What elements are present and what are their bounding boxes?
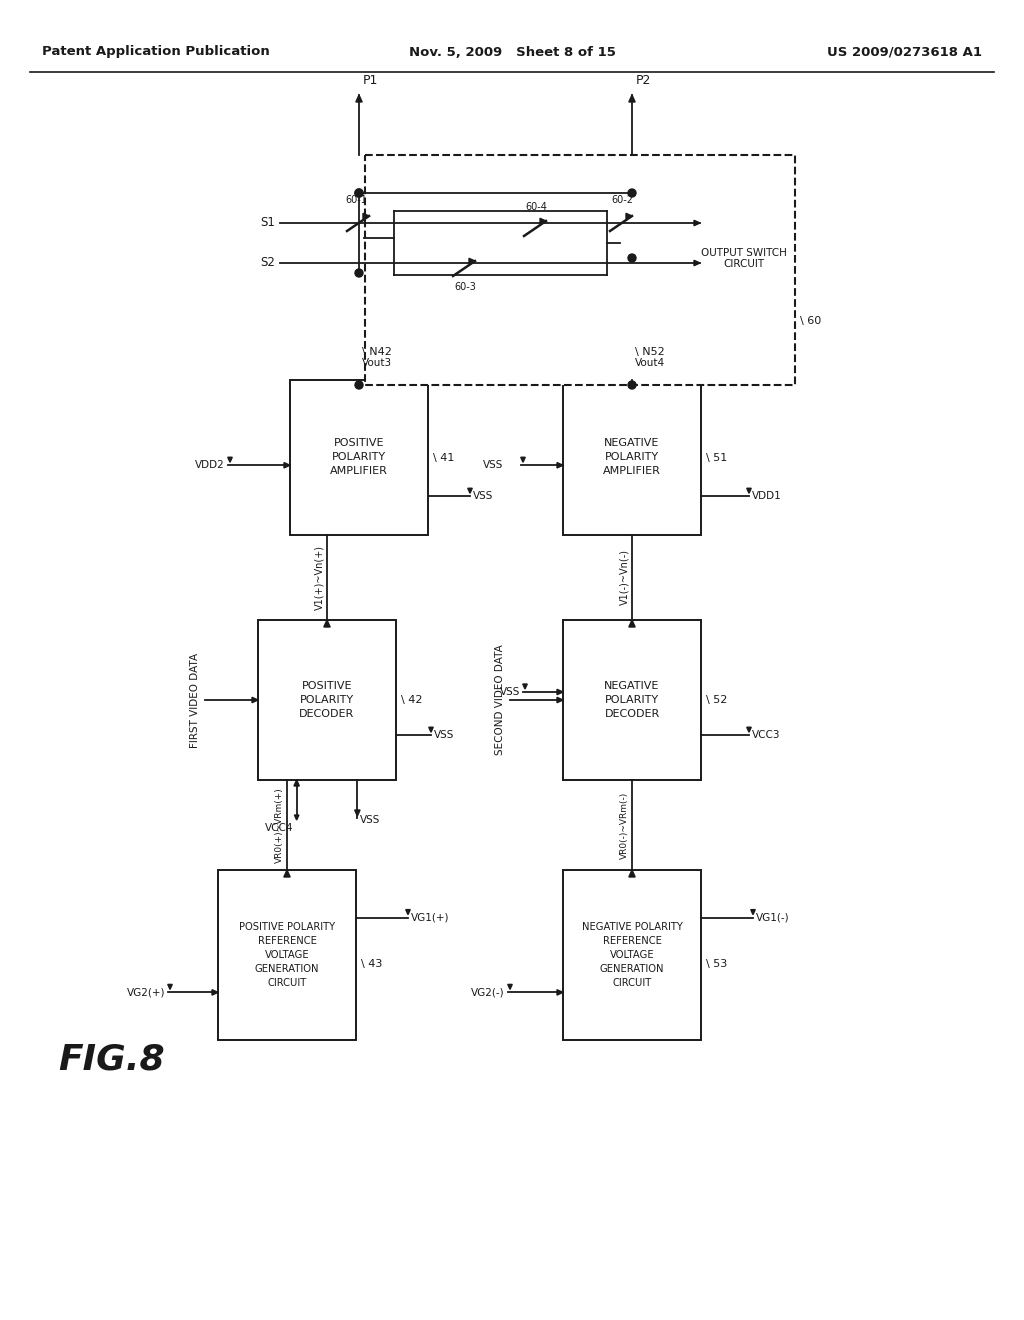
- Text: VR0(+)~VRm(+): VR0(+)~VRm(+): [274, 787, 284, 863]
- Text: VG1(-): VG1(-): [756, 912, 790, 923]
- Text: Vout3: Vout3: [362, 358, 392, 368]
- Text: OUTPUT SWITCH
CIRCUIT: OUTPUT SWITCH CIRCUIT: [701, 248, 787, 269]
- Text: POSITIVE POLARITY
REFERENCE
VOLTAGE
GENERATION
CIRCUIT: POSITIVE POLARITY REFERENCE VOLTAGE GENE…: [239, 921, 335, 987]
- Polygon shape: [557, 462, 563, 469]
- Polygon shape: [469, 259, 475, 264]
- Polygon shape: [751, 909, 756, 915]
- Text: VSS: VSS: [473, 491, 494, 502]
- Polygon shape: [168, 985, 172, 990]
- Text: NEGATIVE POLARITY
REFERENCE
VOLTAGE
GENERATION
CIRCUIT: NEGATIVE POLARITY REFERENCE VOLTAGE GENE…: [582, 921, 682, 987]
- Text: S1: S1: [260, 216, 275, 230]
- Polygon shape: [284, 462, 290, 469]
- Text: Nov. 5, 2009   Sheet 8 of 15: Nov. 5, 2009 Sheet 8 of 15: [409, 45, 615, 58]
- Circle shape: [355, 189, 362, 197]
- Text: VSS: VSS: [360, 814, 381, 825]
- Text: VSS: VSS: [500, 686, 520, 697]
- Text: US 2009/0273618 A1: US 2009/0273618 A1: [827, 45, 982, 58]
- Text: \ 42: \ 42: [401, 696, 423, 705]
- Polygon shape: [252, 697, 258, 702]
- Polygon shape: [629, 95, 635, 102]
- Text: Patent Application Publication: Patent Application Publication: [42, 45, 269, 58]
- Text: P1: P1: [362, 74, 379, 87]
- Text: POSITIVE
POLARITY
DECODER: POSITIVE POLARITY DECODER: [299, 681, 354, 719]
- Text: 60-4: 60-4: [525, 202, 547, 213]
- Text: NEGATIVE
POLARITY
AMPLIFIER: NEGATIVE POLARITY AMPLIFIER: [603, 438, 660, 477]
- Bar: [563, 380, 701, 535]
- Text: V1(+)~Vn(+): V1(+)~Vn(+): [314, 544, 324, 610]
- Text: VCC3: VCC3: [752, 730, 780, 741]
- Text: \ 53: \ 53: [706, 958, 727, 969]
- Polygon shape: [557, 689, 563, 694]
- Polygon shape: [626, 214, 632, 219]
- Polygon shape: [522, 684, 527, 689]
- Circle shape: [628, 381, 636, 389]
- Polygon shape: [468, 488, 472, 494]
- Text: \ 52: \ 52: [706, 696, 727, 705]
- Text: VSS: VSS: [482, 461, 503, 470]
- Polygon shape: [406, 909, 411, 915]
- Polygon shape: [629, 870, 635, 876]
- Polygon shape: [746, 488, 752, 494]
- Text: SECOND VIDEO DATA: SECOND VIDEO DATA: [495, 644, 505, 755]
- Bar: [563, 870, 701, 1040]
- Bar: [563, 620, 701, 780]
- Polygon shape: [557, 697, 563, 702]
- Text: \ 60: \ 60: [800, 315, 821, 326]
- Text: 60-2: 60-2: [611, 195, 633, 205]
- Bar: [218, 870, 356, 1040]
- Text: FIG.8: FIG.8: [58, 1043, 165, 1077]
- Polygon shape: [557, 990, 563, 995]
- Polygon shape: [227, 457, 232, 462]
- Text: \ N52: \ N52: [635, 347, 665, 356]
- Polygon shape: [212, 990, 218, 995]
- Polygon shape: [294, 814, 299, 820]
- Circle shape: [355, 381, 362, 389]
- Polygon shape: [354, 810, 360, 816]
- Text: VG2(+): VG2(+): [127, 987, 165, 998]
- Text: P2: P2: [636, 74, 651, 87]
- Polygon shape: [746, 727, 752, 733]
- Bar: [258, 620, 396, 780]
- Text: \ 43: \ 43: [361, 958, 382, 969]
- Bar: [365, 154, 795, 385]
- Circle shape: [628, 189, 636, 197]
- Polygon shape: [284, 870, 290, 876]
- Polygon shape: [521, 457, 525, 462]
- Text: VCC4: VCC4: [265, 822, 294, 833]
- Polygon shape: [540, 218, 546, 223]
- Polygon shape: [694, 220, 700, 226]
- Polygon shape: [294, 780, 299, 785]
- Text: POSITIVE
POLARITY
AMPLIFIER: POSITIVE POLARITY AMPLIFIER: [330, 438, 388, 477]
- Text: S2: S2: [260, 256, 275, 269]
- Text: VG1(+): VG1(+): [411, 912, 450, 923]
- Polygon shape: [356, 95, 362, 102]
- Text: VSS: VSS: [434, 730, 455, 741]
- Text: 60-3: 60-3: [454, 282, 476, 292]
- Text: V1(-)~Vn(-): V1(-)~Vn(-): [618, 549, 629, 605]
- Circle shape: [355, 269, 362, 277]
- Polygon shape: [694, 260, 700, 265]
- Text: VDD2: VDD2: [196, 461, 225, 470]
- Polygon shape: [429, 727, 433, 733]
- Polygon shape: [324, 620, 330, 627]
- Text: NEGATIVE
POLARITY
DECODER: NEGATIVE POLARITY DECODER: [604, 681, 659, 719]
- Text: \ 51: \ 51: [706, 453, 727, 462]
- Text: 60-1: 60-1: [345, 195, 367, 205]
- Circle shape: [355, 189, 362, 197]
- Text: VG2(-): VG2(-): [471, 987, 505, 998]
- Polygon shape: [629, 620, 635, 627]
- Text: \ N42: \ N42: [362, 347, 392, 356]
- Text: FIRST VIDEO DATA: FIRST VIDEO DATA: [190, 652, 200, 747]
- Bar: [290, 380, 428, 535]
- Text: \ 41: \ 41: [433, 453, 455, 462]
- Polygon shape: [362, 214, 369, 219]
- Text: VDD1: VDD1: [752, 491, 781, 502]
- Polygon shape: [508, 985, 512, 990]
- Circle shape: [628, 253, 636, 261]
- Text: Vout4: Vout4: [635, 358, 666, 368]
- Text: VR0(-)~VRm(-): VR0(-)~VRm(-): [620, 792, 629, 858]
